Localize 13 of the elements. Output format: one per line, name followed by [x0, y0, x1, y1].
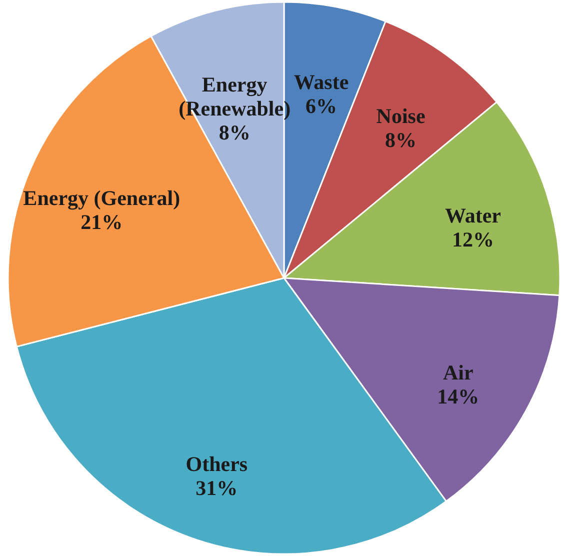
slice-label: Waste	[294, 70, 349, 94]
data-label: 12%	[452, 228, 494, 252]
data-label: 14%	[437, 384, 480, 409]
data-label: 8%	[385, 128, 417, 152]
data-label: 8%	[218, 120, 250, 145]
data-label: 6%	[305, 94, 337, 118]
data-label: 21%	[80, 210, 123, 234]
slice-label: Energy (General)	[23, 186, 180, 210]
data-label: 31%	[196, 476, 238, 500]
slice-label: Water	[445, 204, 501, 228]
slice-label: Noise	[376, 104, 426, 128]
slice-label: Others	[186, 452, 248, 476]
slice-label: Air	[442, 360, 474, 385]
